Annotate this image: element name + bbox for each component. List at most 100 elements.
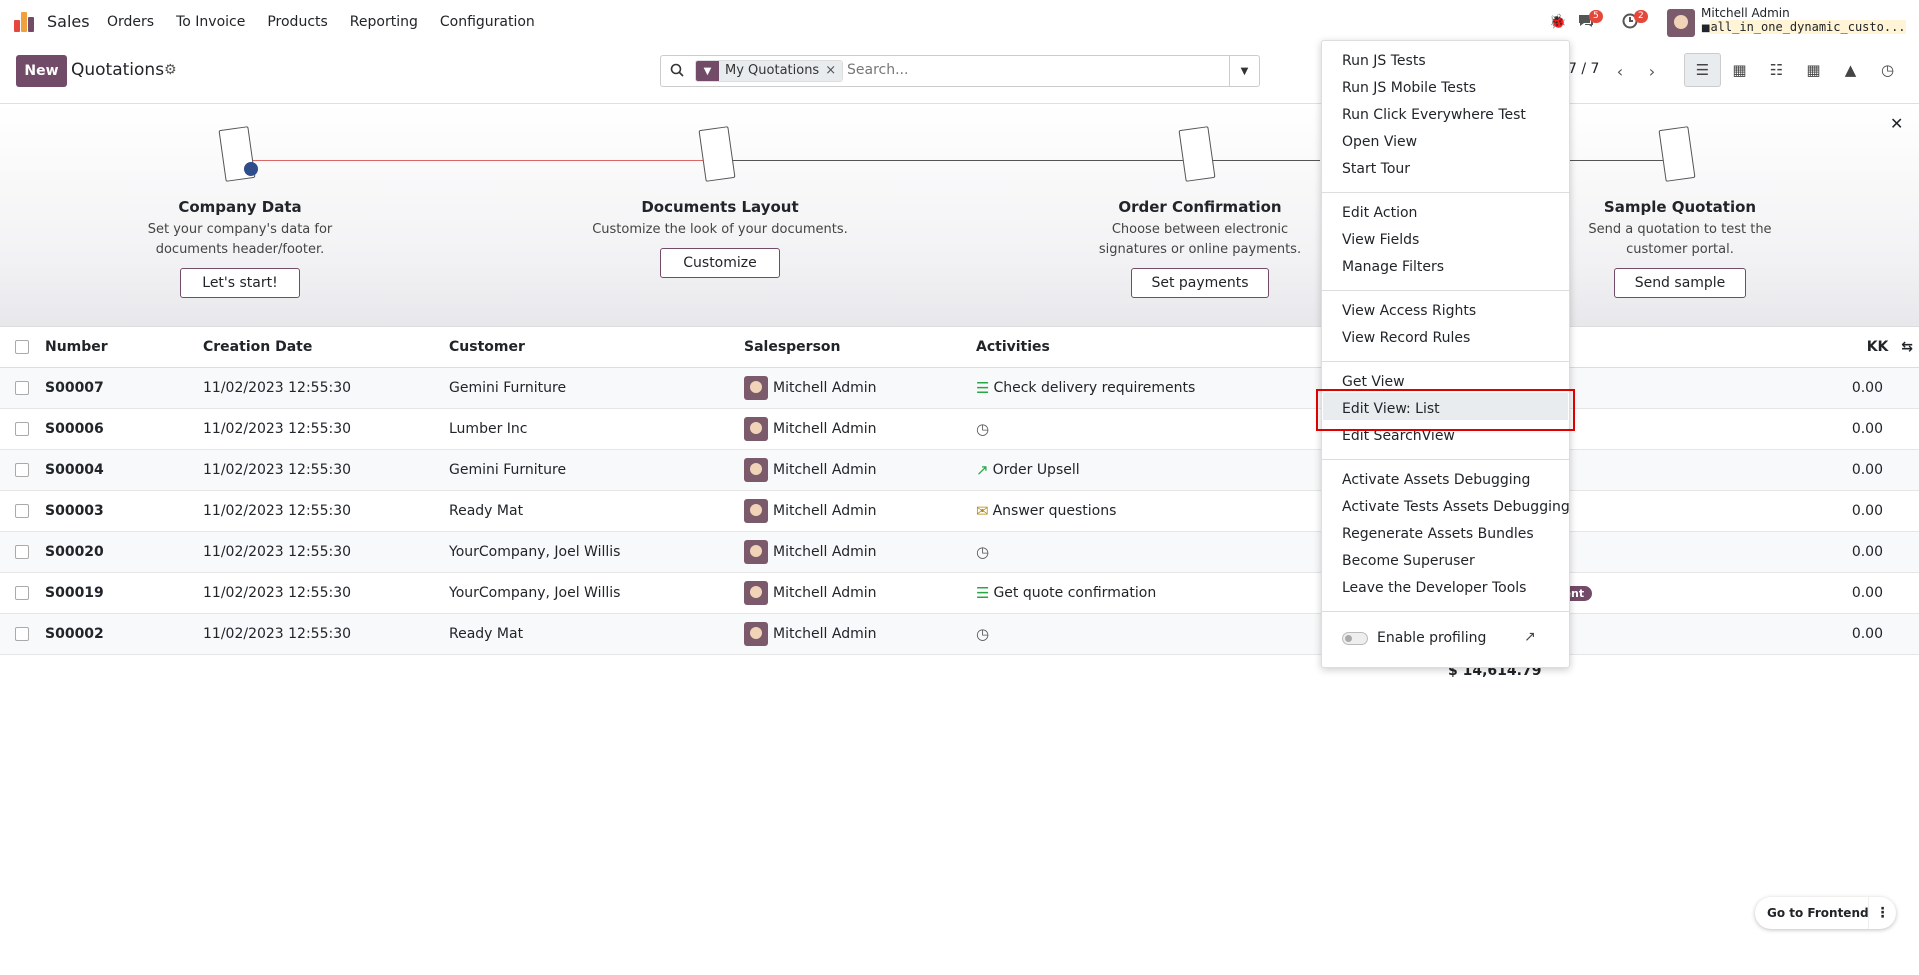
user-avatar[interactable] [1667, 9, 1695, 37]
close-banner-icon[interactable]: ✕ [1890, 114, 1904, 133]
menu-item-start-tour[interactable]: Start Tour [1342, 161, 1411, 177]
app-name[interactable]: Sales [47, 12, 90, 31]
row-checkbox[interactable] [15, 544, 29, 559]
menu-item-configuration[interactable]: Configuration [439, 14, 535, 30]
row-checkbox[interactable] [15, 626, 29, 641]
column-header-kk[interactable]: KK [1866, 338, 1889, 355]
facet-remove-icon[interactable]: × [825, 61, 843, 81]
user-menu[interactable]: Mitchell Admin ■all_in_one_dynamic_custo… [1701, 6, 1906, 36]
row-checkbox[interactable] [15, 421, 29, 436]
gear-icon[interactable]: ⚙ [164, 62, 177, 78]
column-header-number[interactable]: Number [45, 327, 203, 368]
lets-start-button[interactable]: Let's start! [180, 268, 300, 298]
set-payments-button[interactable]: Set payments [1131, 268, 1269, 298]
menu-item-leave-developer-tools[interactable]: Leave the Developer Tools [1342, 580, 1527, 596]
cell-activity: Get quote confirmation [993, 584, 1157, 601]
menu-item-edit-searchview[interactable]: Edit SearchView [1342, 428, 1455, 444]
menu-item-manage-filters[interactable]: Manage Filters [1342, 259, 1445, 275]
row-checkbox[interactable] [15, 585, 29, 600]
clock-icon[interactable]: ◷ [976, 542, 990, 561]
calendar-view-icon[interactable]: ☷ [1758, 53, 1795, 87]
cell-activity: Order Upsell [992, 461, 1080, 478]
external-link-icon[interactable]: ↗ [1524, 629, 1536, 645]
graph-view-icon[interactable]: ▲ [1832, 53, 1869, 87]
control-panel [0, 46, 1919, 104]
column-header-customer[interactable]: Customer [449, 327, 744, 368]
list-view-icon[interactable]: ☰ [1684, 53, 1721, 87]
table-row[interactable]: S00002 11/02/2023 12:55:30 Ready Mat Mitche… [0, 613, 1919, 655]
cell-kk: 0.00 [1792, 613, 1919, 655]
activities-badge: 2 [1634, 10, 1648, 23]
send-sample-button[interactable]: Send sample [1614, 268, 1746, 298]
menu-item-open-view[interactable]: Open View [1342, 134, 1418, 150]
menu-item-to-invoice[interactable]: To Invoice [176, 14, 246, 30]
salesperson-avatar [744, 375, 768, 400]
customize-button[interactable]: Customize [660, 248, 780, 278]
table-row[interactable]: S00007 11/02/2023 12:55:30 Gemini Furnitur… [0, 367, 1919, 409]
menu-item-view-fields[interactable]: View Fields [1342, 232, 1420, 248]
enable-profiling-label: Enable profiling [1377, 630, 1487, 646]
search-input[interactable]: Search... [847, 62, 909, 78]
clock-icon[interactable]: ◷ [976, 624, 990, 643]
activity-view-icon[interactable]: ◷ [1869, 53, 1906, 87]
menu-item-edit-action[interactable]: Edit Action [1342, 205, 1418, 221]
menu-item-regenerate-assets-bundles[interactable]: Regenerate Assets Bundles [1342, 526, 1534, 542]
pivot-view-icon[interactable]: ▦ [1795, 53, 1832, 87]
menu-item-run-js-tests[interactable]: Run JS Tests [1342, 53, 1426, 69]
menu-item-run-click-everywhere-test[interactable]: Run Click Everywhere Test [1342, 107, 1526, 123]
menu-item-run-js-mobile-tests[interactable]: Run JS Mobile Tests [1342, 80, 1476, 96]
new-button[interactable]: New [16, 55, 67, 87]
document-layout-icon [696, 124, 744, 188]
cell-customer: Ready Mat [449, 613, 744, 655]
list-icon[interactable]: ☰ [976, 378, 990, 397]
chat-icon[interactable]: 5 [1577, 10, 1603, 31]
pager-next-icon[interactable]: › [1648, 61, 1656, 81]
column-header-creation-date[interactable]: Creation Date [203, 327, 449, 368]
salesperson-avatar [744, 498, 768, 523]
table-row[interactable]: S00003 11/02/2023 12:55:30 Ready Mat Mitche… [0, 490, 1919, 532]
more-options-icon[interactable]: ⋮ [1868, 897, 1896, 929]
database-name: all_in_one_dynamic_custo... [1710, 20, 1906, 34]
menu-item-become-superuser[interactable]: Become Superuser [1342, 553, 1475, 569]
envelope-icon[interactable]: ✉ [976, 501, 989, 520]
table-row[interactable]: S00004 11/02/2023 12:55:30 Gemini Furnitur… [0, 449, 1919, 491]
menu-item-view-access-rights[interactable]: View Access Rights [1342, 303, 1477, 319]
pager-value[interactable]: 7 / 7 [1568, 61, 1600, 77]
menu-item-reporting[interactable]: Reporting [349, 14, 418, 30]
menu-item-products[interactable]: Products [267, 14, 328, 30]
search-options-toggle[interactable]: ▼ [1229, 56, 1259, 86]
table-row[interactable]: S00006 11/02/2023 12:55:30 Lumber Inc Mitch… [0, 408, 1919, 450]
app-logo-icon[interactable] [14, 12, 36, 32]
optional-columns-icon[interactable]: ⇆ [1901, 338, 1913, 355]
column-header-salesperson[interactable]: Salesperson [744, 327, 976, 368]
facet-label: My Quotations [719, 61, 826, 81]
table-row[interactable]: S00020 11/02/2023 12:55:30 YourCompany, Jo… [0, 531, 1919, 573]
debug-bug-icon[interactable]: 🐞 [1549, 14, 1567, 30]
menu-item-orders[interactable]: Orders [107, 14, 155, 30]
cell-activity: Check delivery requirements [993, 379, 1196, 396]
go-to-frontend-button[interactable]: Go to Frontend ⋮ [1755, 897, 1896, 929]
page-title: Quotations [71, 60, 165, 80]
chart-icon[interactable]: ↗ [976, 460, 989, 479]
select-all-checkbox[interactable] [15, 339, 29, 354]
cell-creation-date: 11/02/2023 12:55:30 [203, 449, 449, 491]
menu-item-activate-tests-assets-debugging[interactable]: Activate Tests Assets Debugging [1342, 499, 1570, 515]
clock-icon[interactable]: ◷ [976, 419, 990, 438]
table-row[interactable]: S00019 11/02/2023 12:55:30 YourCompany, Jo… [0, 572, 1919, 614]
list-icon[interactable]: ☰ [976, 583, 990, 602]
step-description: Send a quotation to test the customer po… [1588, 222, 1772, 257]
pager-previous-icon[interactable]: ‹ [1616, 61, 1624, 81]
row-checkbox[interactable] [15, 462, 29, 477]
kanban-view-icon[interactable]: ▦ [1721, 53, 1758, 87]
row-checkbox[interactable] [15, 380, 29, 395]
activity-clock-icon[interactable]: 2 [1622, 10, 1648, 31]
menu-item-edit-view-list[interactable]: Edit View: List [1342, 401, 1440, 417]
profiling-toggle[interactable] [1342, 632, 1368, 645]
menu-item-activate-assets-debugging[interactable]: Activate Assets Debugging [1342, 472, 1531, 488]
highlight-box [1316, 389, 1575, 431]
cell-number: S00019 [45, 572, 203, 614]
menu-item-view-record-rules[interactable]: View Record Rules [1342, 330, 1471, 346]
step-title: Order Confirmation [1118, 198, 1282, 216]
menu-item-get-view[interactable]: Get View [1342, 374, 1405, 390]
row-checkbox[interactable] [15, 503, 29, 518]
